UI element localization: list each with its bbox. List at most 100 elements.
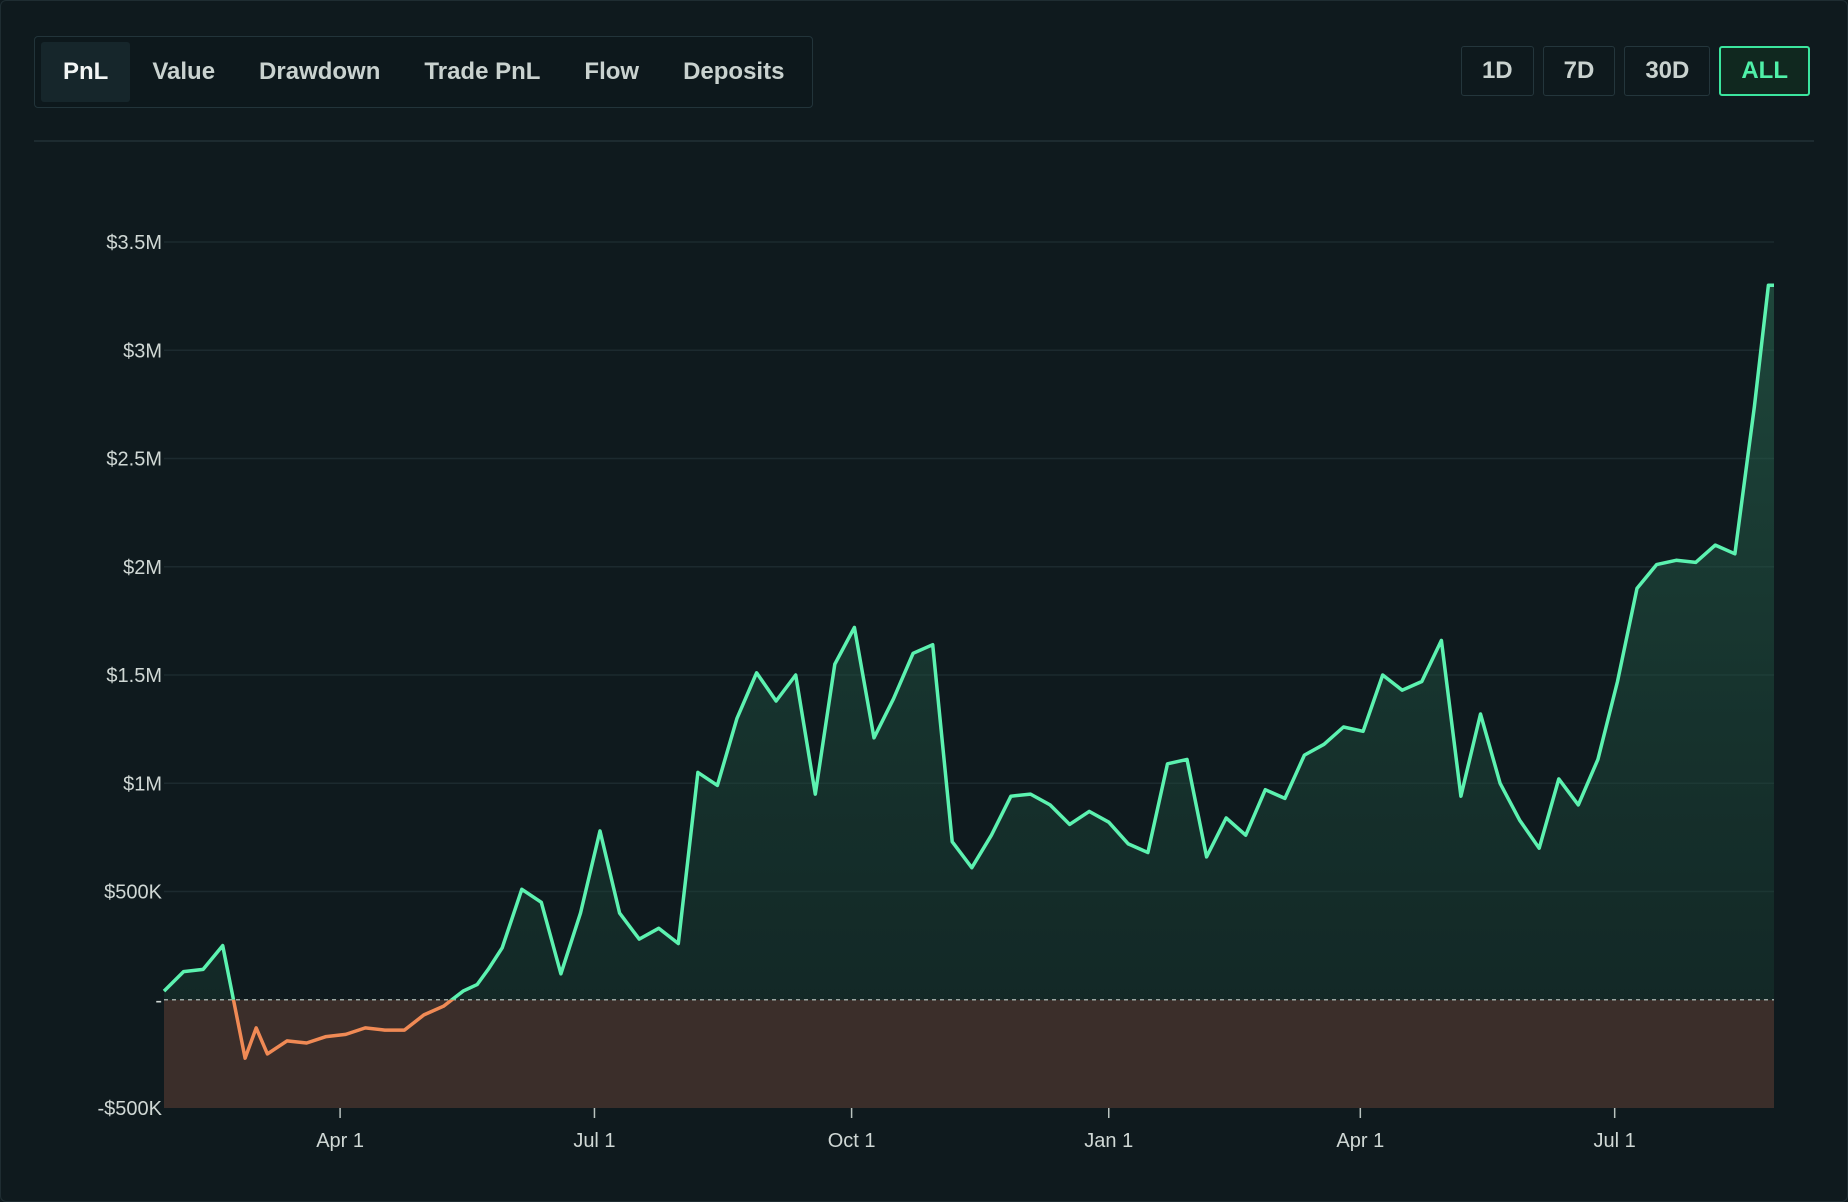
data-point bbox=[949, 839, 955, 845]
data-point bbox=[558, 971, 564, 977]
range-all-button[interactable]: ALL bbox=[1719, 46, 1810, 96]
data-point bbox=[1204, 854, 1210, 860]
data-point bbox=[1438, 637, 1444, 643]
x-tick-label: Apr 1 bbox=[1336, 1130, 1384, 1152]
x-axis: Apr 1 Jul 1 Oct 1 Jan 1 Apr 1 Jul 1 bbox=[316, 1108, 1636, 1152]
data-point bbox=[617, 910, 623, 916]
data-point bbox=[1556, 776, 1562, 782]
data-point bbox=[181, 969, 187, 975]
data-point bbox=[1341, 724, 1347, 730]
data-point bbox=[253, 1025, 259, 1031]
data-point bbox=[1765, 282, 1771, 288]
tab-drawdown[interactable]: Drawdown bbox=[259, 58, 381, 85]
data-point bbox=[988, 832, 994, 838]
range-7d-button[interactable]: 7D bbox=[1542, 46, 1616, 96]
data-point bbox=[1301, 752, 1307, 758]
data-point bbox=[1419, 679, 1425, 685]
data-point bbox=[382, 1027, 388, 1033]
data-point bbox=[1399, 687, 1405, 693]
y-tick-label: $1M bbox=[123, 773, 162, 795]
data-point bbox=[1634, 585, 1640, 591]
data-point bbox=[200, 966, 206, 972]
data-point bbox=[264, 1051, 270, 1057]
data-point bbox=[441, 1003, 447, 1009]
data-point bbox=[754, 670, 760, 676]
y-tick-label: -$500K bbox=[98, 1098, 163, 1120]
data-point bbox=[1654, 562, 1660, 568]
tab-flow[interactable]: Flow bbox=[584, 58, 640, 85]
data-point bbox=[1067, 821, 1073, 827]
data-point bbox=[284, 1038, 290, 1044]
tab-trade-pnl[interactable]: Trade PnL bbox=[424, 58, 541, 85]
y-tick-label: $3.5M bbox=[106, 232, 162, 254]
data-point bbox=[695, 769, 701, 775]
data-point bbox=[1575, 802, 1581, 808]
data-point bbox=[871, 735, 877, 741]
data-point bbox=[1282, 795, 1288, 801]
data-point bbox=[773, 698, 779, 704]
data-point bbox=[793, 672, 799, 678]
data-point bbox=[1536, 845, 1542, 851]
data-point bbox=[851, 624, 857, 630]
data-point bbox=[1458, 793, 1464, 799]
data-point bbox=[675, 941, 681, 947]
data-point bbox=[401, 1027, 407, 1033]
pnl-line-positive bbox=[162, 283, 1774, 1000]
y-axis: $3.5M $3M $2.5M $2M $1.5M $1M $500K - -$500K bbox=[98, 232, 163, 1120]
data-point bbox=[597, 828, 603, 834]
data-point bbox=[1106, 819, 1112, 825]
data-point bbox=[832, 661, 838, 667]
data-point bbox=[1262, 787, 1268, 793]
data-point bbox=[812, 791, 818, 797]
data-point bbox=[714, 782, 720, 788]
tab-deposits[interactable]: Deposits bbox=[683, 58, 785, 85]
data-point bbox=[1732, 551, 1738, 557]
data-point bbox=[1047, 802, 1053, 808]
data-point bbox=[1615, 679, 1621, 685]
data-point bbox=[1478, 711, 1484, 717]
data-point bbox=[1712, 542, 1718, 548]
data-point bbox=[578, 910, 584, 916]
data-point bbox=[1165, 761, 1171, 767]
data-point bbox=[1223, 815, 1229, 821]
data-point bbox=[1517, 817, 1523, 823]
x-tick-label: Oct 1 bbox=[828, 1130, 876, 1152]
data-point bbox=[1145, 850, 1151, 856]
data-point bbox=[499, 945, 505, 951]
data-point bbox=[1028, 791, 1034, 797]
y-tick-label: $1.5M bbox=[106, 665, 162, 687]
time-range-selector: 1D 7D 30D ALL bbox=[1460, 46, 1810, 96]
positive-area-fill bbox=[164, 285, 1774, 1000]
data-point bbox=[1184, 756, 1190, 762]
data-point bbox=[1321, 741, 1327, 747]
pnl-line-negative bbox=[231, 999, 455, 1060]
data-point bbox=[1008, 793, 1014, 799]
data-point bbox=[1125, 841, 1131, 847]
data-point bbox=[485, 966, 491, 972]
data-point bbox=[1673, 557, 1679, 563]
y-tick-label: $2.5M bbox=[106, 449, 162, 471]
x-tick-label: Jul 1 bbox=[573, 1130, 615, 1152]
data-point bbox=[734, 715, 740, 721]
tab-value[interactable]: Value bbox=[152, 58, 216, 85]
data-point bbox=[323, 1034, 329, 1040]
data-point bbox=[1595, 756, 1601, 762]
grid-lines bbox=[164, 241, 1774, 893]
y-tick-label: $3M bbox=[123, 340, 162, 362]
data-point bbox=[538, 899, 544, 905]
data-point bbox=[891, 696, 897, 702]
data-point bbox=[1380, 672, 1386, 678]
metric-tabs: PnL Value Drawdown Trade PnL Flow Deposi… bbox=[34, 36, 814, 108]
data-point bbox=[656, 925, 662, 931]
tab-pnl[interactable]: PnL bbox=[41, 42, 131, 102]
data-point bbox=[519, 886, 525, 892]
data-point bbox=[343, 1031, 349, 1037]
data-point bbox=[1243, 832, 1249, 838]
range-1d-button[interactable]: 1D bbox=[1460, 46, 1534, 96]
y-tick-label: - bbox=[155, 990, 162, 1012]
y-tick-label: $500K bbox=[104, 882, 162, 904]
range-30d-button[interactable]: 30D bbox=[1624, 46, 1711, 96]
header-divider bbox=[34, 140, 1814, 142]
data-point bbox=[1751, 404, 1757, 410]
data-point bbox=[242, 1055, 248, 1061]
